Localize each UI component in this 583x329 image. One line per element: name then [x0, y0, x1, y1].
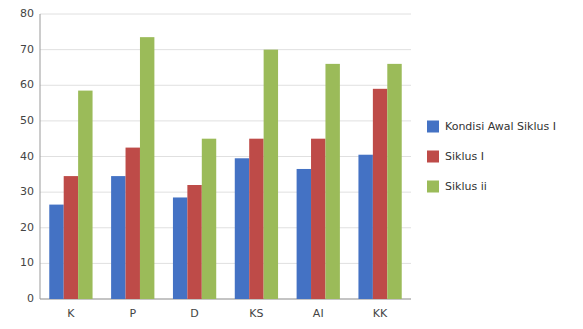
bar: [140, 37, 154, 299]
bar: [202, 139, 216, 299]
bar: [358, 155, 372, 299]
legend-label: Kondisi Awal Siklus I: [445, 120, 556, 133]
bar: [373, 89, 387, 299]
bar: [311, 139, 325, 299]
x-axis: K P D KS AI KK: [67, 307, 388, 320]
grid-line: [40, 263, 411, 264]
legend-swatch: [427, 181, 439, 193]
bar: [325, 64, 339, 299]
bar: [297, 169, 311, 299]
y-tick-label: 70: [20, 43, 34, 56]
legend-label: Siklus ii: [445, 180, 487, 193]
bar: [64, 176, 78, 299]
bar: [78, 91, 92, 299]
grid-line: [40, 156, 411, 157]
x-tick-label: K: [67, 307, 75, 320]
y-tick-label: 20: [20, 221, 34, 234]
y-axis: 0 10 20 30 40 50 60 70 80: [20, 7, 411, 305]
grid-line: [40, 85, 411, 86]
y-tick-label: 30: [20, 185, 34, 198]
legend: Kondisi Awal Siklus I Siklus I Siklus ii: [427, 120, 556, 193]
grid-line: [40, 49, 411, 50]
bar: [49, 205, 63, 299]
grid-line: [40, 192, 411, 193]
grid-line: [40, 227, 411, 228]
bars: [49, 37, 401, 299]
x-tick-label: D: [190, 307, 198, 320]
legend-swatch: [427, 151, 439, 163]
y-axis-line: [40, 14, 41, 299]
bar: [264, 50, 278, 299]
y-tick-label: 0: [27, 292, 34, 305]
grid-line: [40, 299, 411, 300]
y-tick-label: 80: [20, 7, 34, 20]
y-tick-label: 10: [20, 256, 34, 269]
y-tick-label: 40: [20, 150, 34, 163]
x-axis-line: [40, 299, 411, 300]
grid-line: [40, 120, 411, 121]
grid-line: [40, 14, 411, 15]
bar: [187, 185, 201, 299]
chart: 0 10 20 30 40 50 60 70 80 K P D KS AI KK Kondisi Awal S…: [0, 0, 583, 329]
x-tick-label: P: [129, 307, 136, 320]
x-tick-label: KS: [249, 307, 263, 320]
x-tick-label: AI: [313, 307, 324, 320]
bar: [173, 197, 187, 299]
y-tick-label: 60: [20, 78, 34, 91]
bar: [249, 139, 263, 299]
legend-label: Siklus I: [445, 150, 484, 163]
bar: [126, 148, 140, 299]
bar: [111, 176, 125, 299]
bar: [387, 64, 401, 299]
bar: [235, 158, 249, 299]
legend-swatch: [427, 121, 439, 133]
x-tick-label: KK: [373, 307, 388, 320]
y-tick-label: 50: [20, 114, 34, 127]
